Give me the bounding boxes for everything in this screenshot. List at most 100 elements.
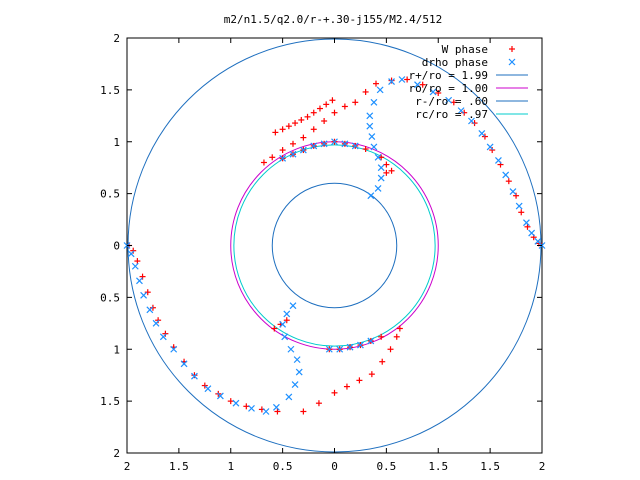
marker-stroke	[279, 320, 287, 328]
marker-stroke	[170, 345, 178, 353]
marker-stroke	[429, 88, 437, 96]
w-phase-point	[321, 118, 328, 124]
drho-phase-point	[310, 142, 318, 150]
drho-phase-point	[248, 404, 255, 412]
drho-phase-point	[180, 360, 188, 368]
marker-stroke	[374, 185, 382, 192]
w-phase-point	[388, 77, 395, 84]
w-phase-point	[471, 120, 478, 127]
drho-phase-point	[287, 345, 295, 353]
marker-stroke	[191, 372, 198, 380]
drho-phase-point	[374, 153, 382, 161]
x-tick-label: 0	[331, 460, 338, 473]
drho-phase-point	[152, 319, 160, 327]
y-tick-label: 1.5	[100, 395, 120, 408]
w-phase-point	[352, 99, 359, 106]
drho-phase-point	[299, 146, 307, 154]
drho-phase-point	[279, 154, 287, 162]
marker-stroke	[293, 356, 301, 364]
w-phase-point	[162, 330, 169, 337]
drho-phase-point	[289, 302, 297, 310]
drho-phase-point	[293, 356, 301, 364]
w-phase-point	[489, 147, 496, 154]
drho-phase-point	[366, 122, 374, 130]
marker-stroke	[320, 140, 328, 148]
drho-phase-point	[478, 130, 486, 137]
w-phase-point	[300, 408, 307, 415]
w-phase-point	[274, 408, 281, 415]
w-phase-point	[393, 333, 400, 340]
y-tick-label: 2	[113, 447, 120, 460]
drho-phase-point	[429, 88, 437, 96]
marker-stroke	[136, 277, 143, 285]
w-phase-point	[316, 105, 323, 112]
drho-phase-point	[281, 333, 289, 341]
w-phase-point	[279, 147, 286, 154]
marker-stroke	[341, 140, 349, 148]
drho-phase-point	[285, 393, 293, 401]
marker-stroke	[376, 86, 384, 94]
y-tick-label: 1	[113, 343, 120, 356]
w-phase-point	[315, 400, 322, 407]
marker-stroke	[331, 138, 338, 146]
marker-stroke	[131, 262, 139, 270]
drho-phase-point	[509, 188, 517, 195]
drho-phase-point	[376, 86, 384, 94]
w-phase-point	[461, 109, 468, 116]
marker-stroke	[370, 98, 378, 106]
w-phase-series	[126, 76, 542, 415]
drho-phase-point	[279, 320, 287, 328]
legend-label: r-/ro = .60	[415, 95, 488, 108]
w-phase-point	[331, 389, 338, 396]
drho-phase-point	[191, 372, 198, 380]
marker-stroke	[272, 403, 280, 411]
w-phase-point	[329, 97, 336, 104]
marker-stroke	[374, 153, 382, 161]
w-phase-point	[290, 140, 296, 147]
x-tick-label: 1.5	[428, 460, 448, 473]
w-phase-point	[450, 99, 457, 106]
marker-stroke	[388, 78, 395, 85]
drho-phase-point	[468, 117, 475, 125]
marker-stroke	[414, 81, 421, 89]
w-phase-point	[383, 161, 390, 168]
drho-phase-point	[291, 381, 299, 388]
drho-phase-point	[523, 219, 530, 227]
x-tick-label: 2	[539, 460, 546, 473]
drho-phase-series	[123, 76, 546, 415]
drho-phase-point	[331, 138, 338, 146]
marker-stroke	[216, 392, 224, 400]
marker-stroke	[127, 250, 135, 258]
w-phase-point	[387, 346, 394, 353]
marker-stroke	[457, 107, 465, 115]
marker-stroke	[495, 157, 502, 164]
w-phase-point	[356, 377, 363, 384]
w-phase-point	[388, 167, 395, 174]
marker-stroke	[366, 112, 374, 120]
drho-phase-point	[357, 341, 364, 349]
drho-phase-point	[502, 171, 510, 179]
legend-label: r+/ro = 1.99	[409, 69, 488, 82]
w-phase-point	[283, 317, 290, 324]
drho-phase-point	[366, 112, 374, 120]
w-phase-point	[404, 76, 411, 83]
marker-stroke	[508, 58, 516, 66]
drho-phase-point	[367, 337, 375, 345]
marker-stroke	[232, 399, 240, 407]
x-tick-label: 0.5	[273, 460, 293, 473]
x-tick-label: 1	[227, 460, 234, 473]
w-phase-point	[201, 382, 208, 389]
legend-label: W phase	[442, 43, 488, 56]
w-phase-point	[396, 325, 403, 332]
w-phase-point	[144, 289, 151, 296]
w-phase-point	[378, 154, 385, 161]
marker-stroke	[478, 130, 486, 137]
marker-stroke	[351, 142, 359, 150]
w-phase-point	[343, 383, 350, 390]
drho-phase-point	[341, 140, 349, 148]
w-phase-point	[139, 273, 146, 280]
drho-phase-point	[159, 333, 167, 341]
marker-stroke	[346, 343, 354, 351]
marker-stroke	[367, 192, 375, 200]
